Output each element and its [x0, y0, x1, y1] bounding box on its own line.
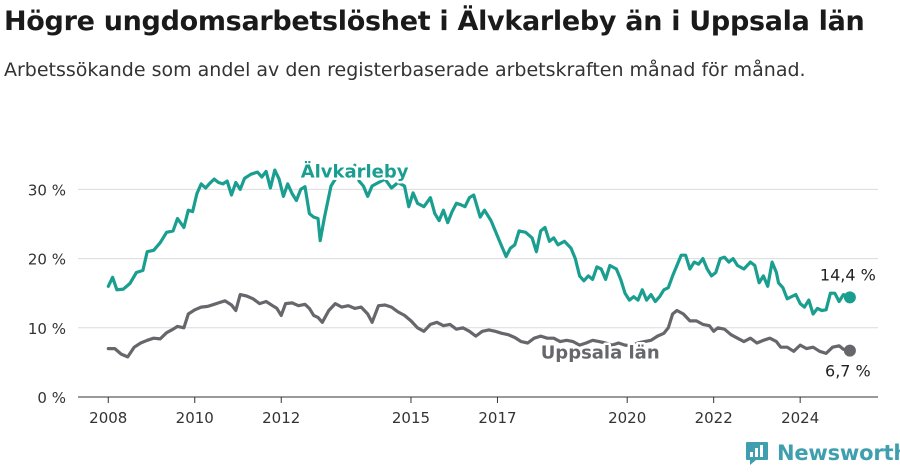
series-end-value: 14,4 %	[820, 265, 876, 284]
x-tick-label: 2012	[262, 409, 300, 427]
y-tick-label: 0 %	[37, 389, 66, 407]
series-line	[106, 163, 852, 316]
x-tick-label: 2022	[695, 409, 733, 427]
y-tick-label: 20 %	[28, 251, 66, 269]
newsworthy-logo: Newsworthy	[744, 440, 900, 466]
brand-name: Newsworthy	[777, 441, 900, 465]
x-tick-label: 2010	[176, 409, 214, 427]
y-axis-tick-labels: 0 % 10 % 20 % 30 %	[28, 181, 66, 407]
grid-lines	[78, 188, 878, 329]
series-end-marker	[843, 344, 856, 357]
x-tick-label: 2020	[608, 409, 646, 427]
series-lines	[106, 163, 856, 359]
series-labels: Älvkarleby 14,4 % Uppsala län 6,7 %	[298, 158, 876, 381]
x-tick-label: 2017	[478, 409, 516, 427]
series-name-label: Uppsala län	[541, 342, 660, 363]
series-end-value: 6,7 %	[825, 362, 871, 381]
series-line	[106, 293, 852, 359]
x-tick-label: 2024	[781, 409, 819, 427]
x-tick-label: 2015	[392, 409, 430, 427]
x-tick-label: 2008	[89, 409, 127, 427]
x-axis-tick-labels: 2008 2010 2012 2015 2017 2020 2022 2024	[89, 409, 819, 427]
newsworthy-logo-icon	[746, 442, 768, 465]
x-axis	[78, 396, 878, 403]
series-end-marker	[843, 291, 856, 304]
chart-title: Högre ungdomsarbetslöshet i Älvkarleby ä…	[4, 6, 865, 37]
chart-subtitle: Arbetssökande som andel av den registerb…	[4, 59, 806, 81]
y-tick-label: 30 %	[28, 181, 66, 199]
y-tick-label: 10 %	[28, 320, 66, 338]
series-name-label: Älvkarleby	[301, 161, 409, 183]
